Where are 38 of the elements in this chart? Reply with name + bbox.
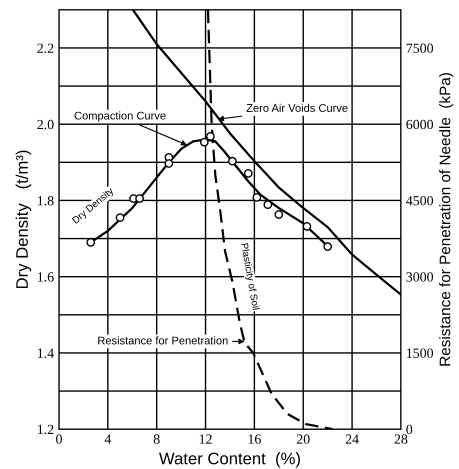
y2-axis-title: Resistance for Penetration of Needle (kPa) bbox=[439, 73, 454, 366]
point bbox=[274, 210, 284, 219]
point bbox=[135, 194, 144, 203]
x-tick-label: 24 bbox=[346, 434, 359, 444]
point bbox=[323, 242, 332, 251]
y2-tick-label: 6000 bbox=[406, 120, 434, 130]
annotation: Plasticity of Soil bbox=[239, 243, 260, 310]
y2-tick-label: 1500 bbox=[407, 348, 434, 358]
point bbox=[116, 213, 124, 222]
y-tick-label: 2.0 bbox=[37, 120, 54, 130]
annotation: Zero Air Voids Curve bbox=[246, 104, 348, 112]
x-tick-label: 28 bbox=[394, 434, 408, 444]
annotation: Resistance for Penetration bbox=[98, 336, 228, 344]
x-axis-title: Water Content (%) bbox=[159, 452, 300, 468]
y-tick-label: 1.6 bbox=[38, 272, 54, 282]
x-tick-label: 20 bbox=[296, 434, 310, 444]
point bbox=[263, 200, 272, 209]
y2-tick-label: 0 bbox=[406, 424, 412, 434]
y-tick-label: 1.2 bbox=[38, 424, 54, 434]
y2-tick-label: 3000 bbox=[406, 272, 434, 282]
annotation: Compaction Curve bbox=[74, 111, 166, 122]
point bbox=[228, 156, 237, 166]
x-tick-label: 12 bbox=[200, 434, 212, 444]
x-tick-label: 0 bbox=[56, 434, 62, 444]
x-tick-label: 4 bbox=[104, 434, 112, 444]
y-axis-title: Dry Density (t/m³) bbox=[16, 150, 32, 288]
x-tick-label: 16 bbox=[248, 434, 261, 444]
point bbox=[302, 222, 312, 231]
point bbox=[164, 159, 174, 168]
y-tick-label: 2.2 bbox=[37, 44, 54, 53]
point bbox=[200, 138, 209, 146]
x-tick-label: 8 bbox=[154, 434, 160, 444]
y-tick-label: 1.4 bbox=[38, 348, 54, 358]
point bbox=[252, 193, 262, 202]
point bbox=[244, 169, 253, 178]
y2-tick-label: 7500 bbox=[406, 44, 434, 53]
y2-tick-label: 4500 bbox=[406, 196, 434, 206]
y-tick-label: 1.8 bbox=[38, 196, 54, 206]
